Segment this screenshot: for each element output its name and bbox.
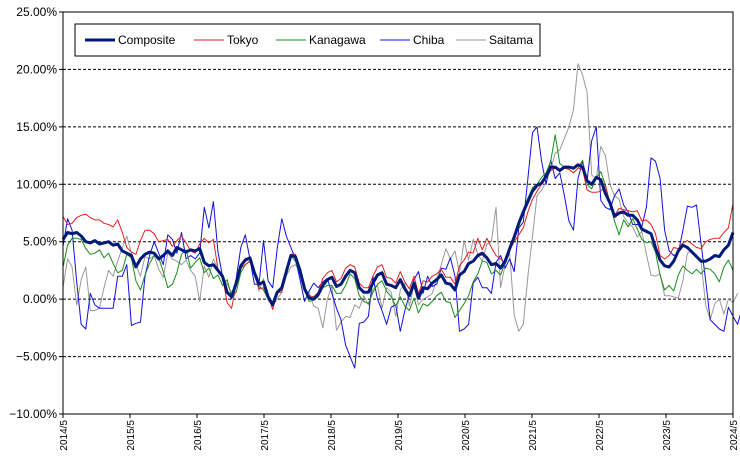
x-tick-label: 2018/5 <box>327 420 338 451</box>
y-tick-label: 15.00% <box>16 120 57 134</box>
series-line-tokyo <box>62 167 734 310</box>
x-tick-label: 2024/5 <box>729 420 740 451</box>
legend-label-kanagawa: Kanagawa <box>309 33 366 47</box>
x-tick-label: 2020/5 <box>461 420 472 451</box>
x-tick-label: 2019/5 <box>394 420 405 451</box>
x-tick-label: 2016/5 <box>193 420 204 451</box>
x-axis-ticks: 2014/5 2015/5 2016/5 2017/5 2018/5 2019/5 2020… <box>59 414 740 451</box>
x-tick-label: 2017/5 <box>260 420 271 451</box>
y-tick-label: 0.00% <box>23 292 57 306</box>
plot-frame <box>62 11 734 415</box>
legend-label-chiba: Chiba <box>413 33 445 47</box>
y-tick-label: −10.00% <box>9 407 57 421</box>
series-line-composite <box>61 163 735 307</box>
x-tick-label: 2014/5 <box>59 420 70 451</box>
x-tick-label: 2022/5 <box>595 420 606 451</box>
legend-label-saitama: Saitama <box>489 33 533 47</box>
y-axis-ticks: −10.00% −5.00% 0.00% 5.00% 10.00% 15.00% 20.00… <box>9 5 63 421</box>
y-tick-label: −5.00% <box>16 350 57 364</box>
y-tick-label: 25.00% <box>16 5 57 19</box>
y-tick-label: 5.00% <box>23 235 57 249</box>
series-line-kanagawa <box>62 134 734 318</box>
series-line-saitama <box>62 63 739 332</box>
series-lines <box>61 63 740 369</box>
x-tick-label: 2021/5 <box>528 420 539 451</box>
legend-label-tokyo: Tokyo <box>227 33 259 47</box>
series-line-chiba <box>62 126 740 369</box>
x-tick-label: 2023/5 <box>662 420 673 451</box>
legend-label-composite: Composite <box>118 33 176 47</box>
y-tick-label: 20.00% <box>16 62 57 76</box>
y-tick-label: 10.00% <box>16 177 57 191</box>
x-tick-label: 2015/5 <box>126 420 137 451</box>
legend: Composite Tokyo Kanagawa Chiba Saitama <box>74 23 541 57</box>
gridlines <box>63 68 733 358</box>
